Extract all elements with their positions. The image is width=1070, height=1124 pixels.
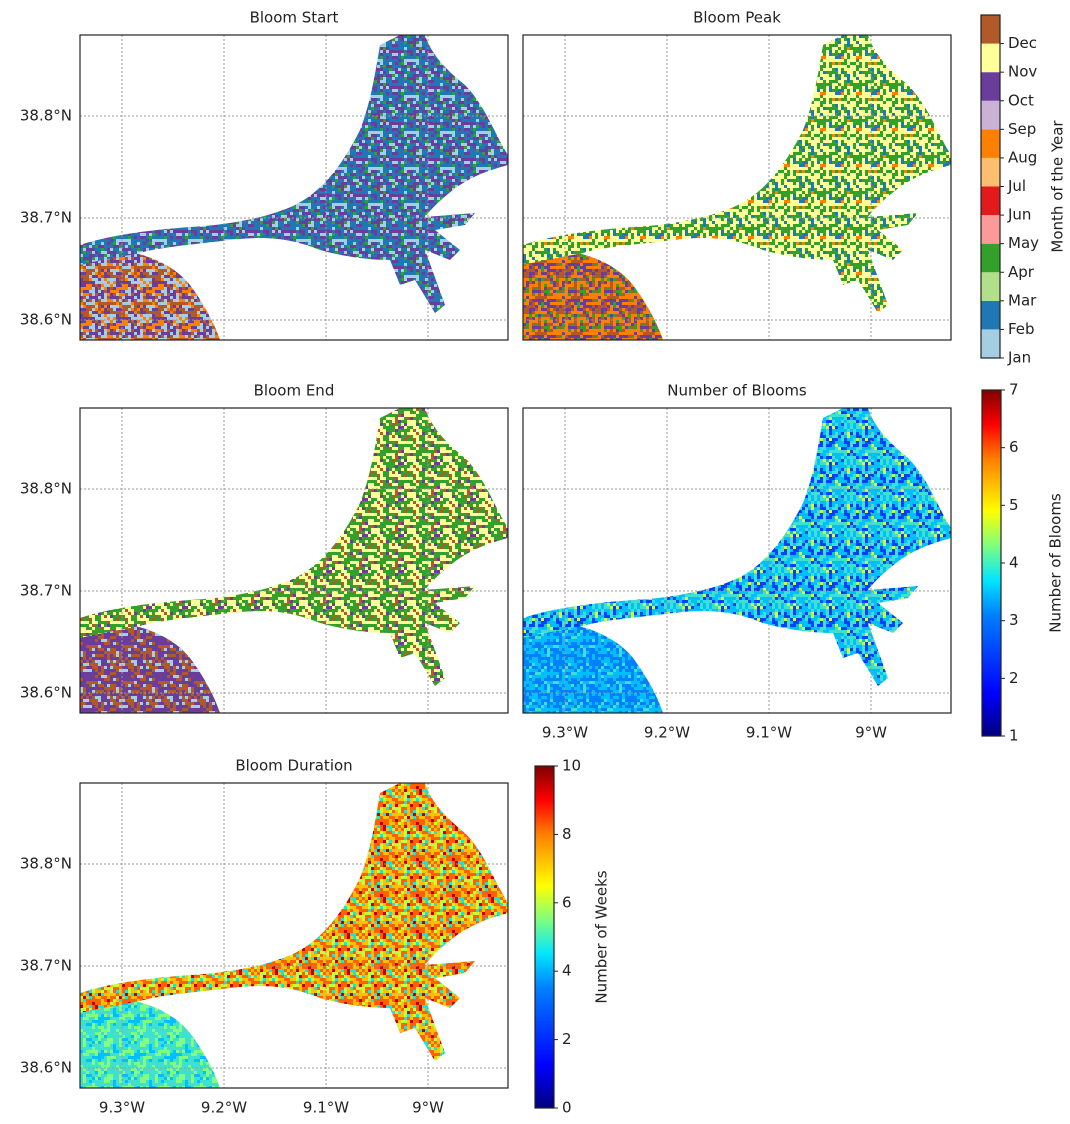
month-colorbar: Jan Feb Mar Apr May Jun Jul Aug Sep Oct Nov Dec Mont… (980, 14, 1067, 367)
colorbar-tick-label: Jul (1007, 177, 1026, 195)
lat-tick-label: 38.6°N (20, 311, 72, 329)
ocean-area (523, 622, 663, 713)
panel-frame (79, 34, 509, 341)
colorbar-tick-label: Aug (1008, 148, 1037, 166)
colorbar-tick-label: 2 (562, 1030, 572, 1048)
colorbar-tick-label: Feb (1008, 320, 1035, 338)
panel-title: Bloom Peak (693, 9, 781, 27)
colorbar-tick-label: May (1008, 234, 1039, 252)
colorbar-tick-label: 6 (562, 893, 572, 911)
panel-frame (79, 782, 509, 1089)
lon-tick-label: 9.1°W (303, 1099, 349, 1117)
colorbar-tick-label: 3 (1009, 611, 1019, 629)
lon-tick-label: 9.1°W (746, 724, 792, 742)
estuary-area (523, 35, 951, 313)
lon-tick-label: 9°W (855, 724, 887, 742)
panel-title: Bloom Duration (235, 757, 352, 775)
colorbar-tick-label: Nov (1008, 63, 1037, 81)
panel-frame (522, 34, 952, 341)
colorbar-tick-label: 6 (1009, 438, 1019, 456)
estuary-area (80, 408, 508, 686)
colorbar-segment (981, 272, 1000, 301)
estuary-area (80, 35, 508, 313)
lon-tick-label: 9°W (412, 1099, 444, 1117)
lat-tick-label: 38.8°N (20, 480, 72, 498)
panel-title: Bloom Start (250, 9, 339, 27)
colorbar: 1 2 3 4 5 6 7 Number of Blooms (981, 381, 1065, 745)
map-panel: Number of Blooms 9.3°W 9.2°W 9.1°W 9°W (522, 382, 952, 742)
panel-frame (522, 407, 952, 714)
estuary-area (80, 783, 508, 1061)
colorbar-segment (981, 72, 1000, 101)
colorbar-segment (981, 157, 1000, 187)
lat-tick-label: 38.7°N (20, 957, 72, 975)
ocean-area (80, 997, 220, 1088)
colorbar-tick-label: Jan (1007, 349, 1031, 367)
colorbar: 0 2 4 6 8 10 Number of Weeks (534, 757, 611, 1117)
colorbar-tick-label: 5 (1009, 496, 1019, 514)
lat-tick-label: 38.7°N (20, 582, 72, 600)
colorbar-segment (981, 15, 1000, 44)
colorbar-tick-label: 2 (1009, 669, 1019, 687)
colorbar-tick-label: Sep (1008, 120, 1036, 138)
colorbar-label: Month of the Year (1049, 120, 1067, 253)
ocean-area (80, 249, 220, 340)
colorbar-segment (981, 43, 1000, 73)
lat-tick-label: 38.6°N (20, 684, 72, 702)
colorbar-segment (981, 329, 1000, 358)
colorbar-segment (981, 300, 1000, 330)
colorbar-segment (981, 100, 1000, 130)
colorbar-tick-label: Mar (1008, 291, 1037, 309)
lat-tick-label: 38.6°N (20, 1059, 72, 1077)
map-panel: Bloom Peak (522, 9, 952, 341)
colorbar-tick-label: Oct (1008, 91, 1034, 109)
colorbar-segment (981, 243, 1000, 273)
colorbar-tick-label: 7 (1009, 381, 1019, 399)
lat-tick-label: 38.8°N (20, 107, 72, 125)
colorbar-tick-label: Jun (1007, 206, 1031, 224)
colorbar-tick-label: Dec (1008, 34, 1037, 52)
map-panel: Bloom End 38.8°N 38.7°N 38.6°N (20, 382, 509, 714)
colorbar-segment (981, 186, 1000, 216)
colorbar-gradient (982, 390, 1001, 736)
map-panel: Bloom Duration 38.8°N 38.7°N 38.6°N 9.3°W 9.2… (20, 757, 509, 1117)
colorbar-label: Number of Weeks (593, 870, 611, 1003)
colorbar-tick-label: 4 (1009, 554, 1019, 572)
colorbar-segment (981, 215, 1000, 244)
lon-tick-label: 9.3°W (542, 724, 588, 742)
colorbar-tick-label: Apr (1008, 263, 1035, 281)
lon-tick-label: 9.2°W (201, 1099, 247, 1117)
panel-frame (79, 407, 509, 714)
colorbar-tick-label: 0 (562, 1099, 572, 1117)
colorbar-segment (981, 129, 1000, 158)
colorbar-tick-label: 8 (562, 825, 572, 843)
ocean-area (80, 622, 220, 713)
panel-title: Bloom End (254, 382, 335, 400)
colorbar-tick-label: 1 (1009, 727, 1019, 745)
lon-tick-label: 9.3°W (99, 1099, 145, 1117)
panel-title: Number of Blooms (667, 382, 807, 400)
colorbar-tick-label: 4 (562, 962, 572, 980)
colorbar-label: Number of Blooms (1047, 493, 1065, 633)
colorbar-frame (534, 765, 555, 1109)
colorbar-tick-label: 10 (562, 757, 581, 775)
lon-tick-label: 9.2°W (644, 724, 690, 742)
lat-tick-label: 38.7°N (20, 209, 72, 227)
lat-tick-label: 38.8°N (20, 855, 72, 873)
estuary-area (523, 408, 951, 686)
colorbar-gradient (535, 766, 554, 1108)
map-panel: Bloom Start 38.8°N 38.7°N 38.6°N (20, 9, 509, 341)
ocean-area (523, 249, 663, 340)
